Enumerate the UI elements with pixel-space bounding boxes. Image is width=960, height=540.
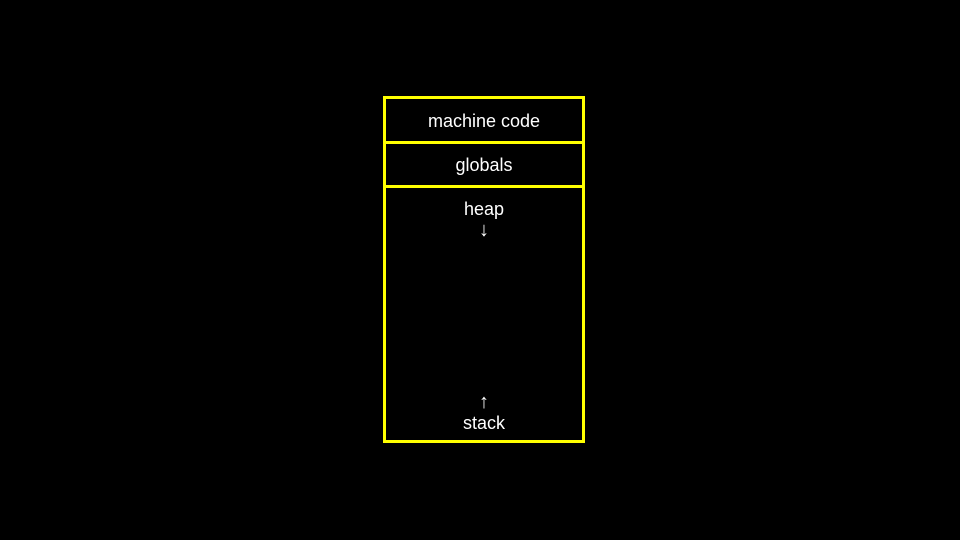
- stack-up-arrow-icon: ↑: [479, 391, 489, 413]
- heap-down-arrow-icon: ↓: [479, 219, 489, 241]
- memory-layout-diagram: machine code globals heap ↓ ↑ stack: [383, 96, 585, 443]
- machine-code-segment: machine code: [386, 99, 582, 144]
- machine-code-label: machine code: [427, 111, 541, 131]
- globals-label: globals: [455, 155, 513, 175]
- stack-label: stack: [462, 413, 505, 433]
- heap-label: heap: [463, 199, 505, 219]
- globals-segment: globals: [386, 144, 582, 188]
